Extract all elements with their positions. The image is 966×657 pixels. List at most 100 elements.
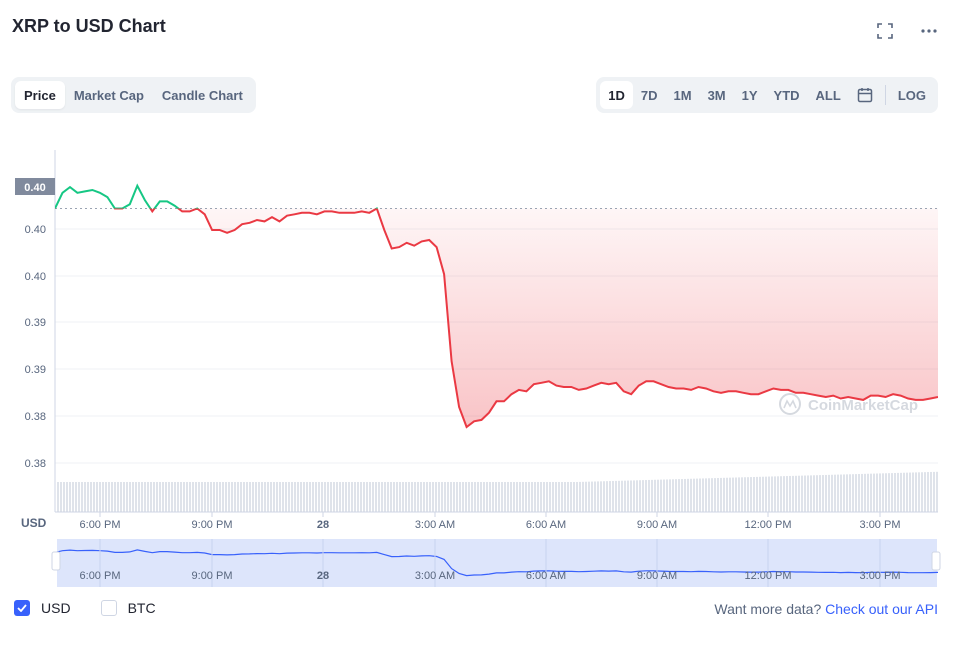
range-all[interactable]: ALL bbox=[815, 87, 841, 103]
volume-bar bbox=[786, 476, 788, 512]
volume-bar bbox=[246, 482, 248, 512]
volume-bar bbox=[654, 479, 656, 512]
volume-bar bbox=[891, 473, 893, 512]
volume-bar bbox=[537, 482, 539, 512]
range-7d[interactable]: 7D bbox=[640, 87, 658, 103]
volume-bar bbox=[639, 480, 641, 512]
volume-bar bbox=[189, 482, 191, 512]
volume-bar bbox=[144, 482, 146, 512]
range-ytd[interactable]: YTD bbox=[773, 87, 800, 103]
volume-bar bbox=[864, 473, 866, 512]
volume-bar bbox=[429, 482, 431, 512]
volume-bar bbox=[258, 482, 260, 512]
usd-label: USD bbox=[41, 600, 71, 616]
volume-bar bbox=[423, 482, 425, 512]
volume-bar bbox=[99, 482, 101, 512]
volume-bar bbox=[276, 482, 278, 512]
volume-bar bbox=[501, 482, 503, 512]
volume-bar bbox=[381, 482, 383, 512]
volume-bar bbox=[705, 478, 707, 512]
volume-bar bbox=[642, 480, 644, 512]
usd-checkbox[interactable] bbox=[14, 600, 30, 616]
volume-bar bbox=[645, 480, 647, 512]
volume-bar bbox=[207, 482, 209, 512]
volume-bar bbox=[285, 482, 287, 512]
volume-bar bbox=[870, 473, 872, 512]
volume-bar bbox=[690, 478, 692, 512]
volume-bar bbox=[390, 482, 392, 512]
volume-bar bbox=[735, 477, 737, 512]
range-1d[interactable]: 1D bbox=[600, 81, 633, 109]
volume-bar bbox=[174, 482, 176, 512]
volume-bar bbox=[546, 482, 548, 512]
volume-bar bbox=[210, 482, 212, 512]
volume-bar bbox=[147, 482, 149, 512]
volume-bar bbox=[297, 482, 299, 512]
volume-bar bbox=[282, 482, 284, 512]
volume-bar bbox=[357, 482, 359, 512]
volume-bar bbox=[552, 482, 554, 512]
price-area-below-baseline bbox=[55, 208, 938, 427]
navigator-range[interactable] bbox=[57, 539, 937, 587]
navigator-handle-left[interactable] bbox=[51, 551, 61, 571]
volume-bar bbox=[549, 482, 551, 512]
volume-bar bbox=[171, 482, 173, 512]
volume-bar bbox=[105, 482, 107, 512]
volume-bar bbox=[558, 482, 560, 512]
volume-bar bbox=[726, 477, 728, 512]
y-tick-label: 0.39 bbox=[25, 317, 46, 329]
tab-candle-chart[interactable]: Candle Chart bbox=[161, 87, 243, 103]
volume-bar bbox=[531, 482, 533, 512]
volume-bar bbox=[156, 482, 158, 512]
btc-checkbox[interactable] bbox=[100, 600, 117, 616]
volume-bar bbox=[333, 482, 335, 512]
volume-bar bbox=[213, 482, 215, 512]
volume-bar bbox=[138, 482, 140, 512]
volume-bar bbox=[729, 477, 731, 512]
volume-bar bbox=[339, 482, 341, 512]
range-1m[interactable]: 1M bbox=[673, 87, 692, 103]
more-options-icon[interactable] bbox=[920, 22, 938, 40]
volume-bar bbox=[696, 478, 698, 512]
volume-bar bbox=[741, 477, 743, 512]
volume-bar bbox=[417, 482, 419, 512]
navigator-handle-right[interactable] bbox=[931, 551, 941, 571]
tab-market-cap[interactable]: Market Cap bbox=[73, 87, 144, 103]
navigator-tick-label: 9:00 AM bbox=[637, 570, 677, 582]
api-link[interactable]: Check out our API bbox=[825, 601, 938, 617]
volume-bar bbox=[84, 482, 86, 512]
fullscreen-icon[interactable] bbox=[876, 22, 894, 40]
x-axis: 6:00 PM 9:00 PM 28 3:00 AM 6:00 AM 9:00 AM 12:… bbox=[55, 511, 938, 531]
log-toggle[interactable]: LOG bbox=[897, 87, 926, 103]
volume-bar bbox=[81, 482, 83, 512]
volume-bar bbox=[78, 482, 80, 512]
volume-bar bbox=[153, 482, 155, 512]
volume-bar bbox=[93, 482, 95, 512]
calendar-icon[interactable] bbox=[849, 81, 881, 109]
price-chart[interactable]: 0.38 0.38 0.39 0.39 0.40 0.40 6:00 PM 9:00 PM 2… bbox=[0, 0, 966, 595]
volume-bar bbox=[150, 482, 152, 512]
volume-bar bbox=[750, 477, 752, 512]
tab-price[interactable]: Price bbox=[15, 81, 65, 109]
volume-bar bbox=[204, 482, 206, 512]
volume-bar bbox=[837, 474, 839, 512]
volume-bar bbox=[555, 482, 557, 512]
navigator-axis: 6:00 PM 9:00 PM 28 3:00 AM 6:00 AM 9:00 AM 12:… bbox=[80, 539, 900, 587]
x-tick-label: 9:00 AM bbox=[637, 519, 677, 531]
volume-bar bbox=[102, 482, 104, 512]
x-tick-label: 6:00 PM bbox=[80, 519, 121, 531]
volume-bar bbox=[615, 480, 617, 512]
range-3m[interactable]: 3M bbox=[707, 87, 726, 103]
volume-bar bbox=[795, 475, 797, 512]
volume-bar bbox=[744, 477, 746, 512]
range-1y[interactable]: 1Y bbox=[741, 87, 758, 103]
volume-bar bbox=[672, 479, 674, 512]
volume-bar bbox=[474, 482, 476, 512]
volume-bar bbox=[822, 475, 824, 512]
volume-bar bbox=[108, 482, 110, 512]
volume-bar bbox=[618, 480, 620, 512]
volume-bar bbox=[426, 482, 428, 512]
volume-bar bbox=[327, 482, 329, 512]
volume-bar bbox=[363, 482, 365, 512]
volume-bar bbox=[186, 482, 188, 512]
